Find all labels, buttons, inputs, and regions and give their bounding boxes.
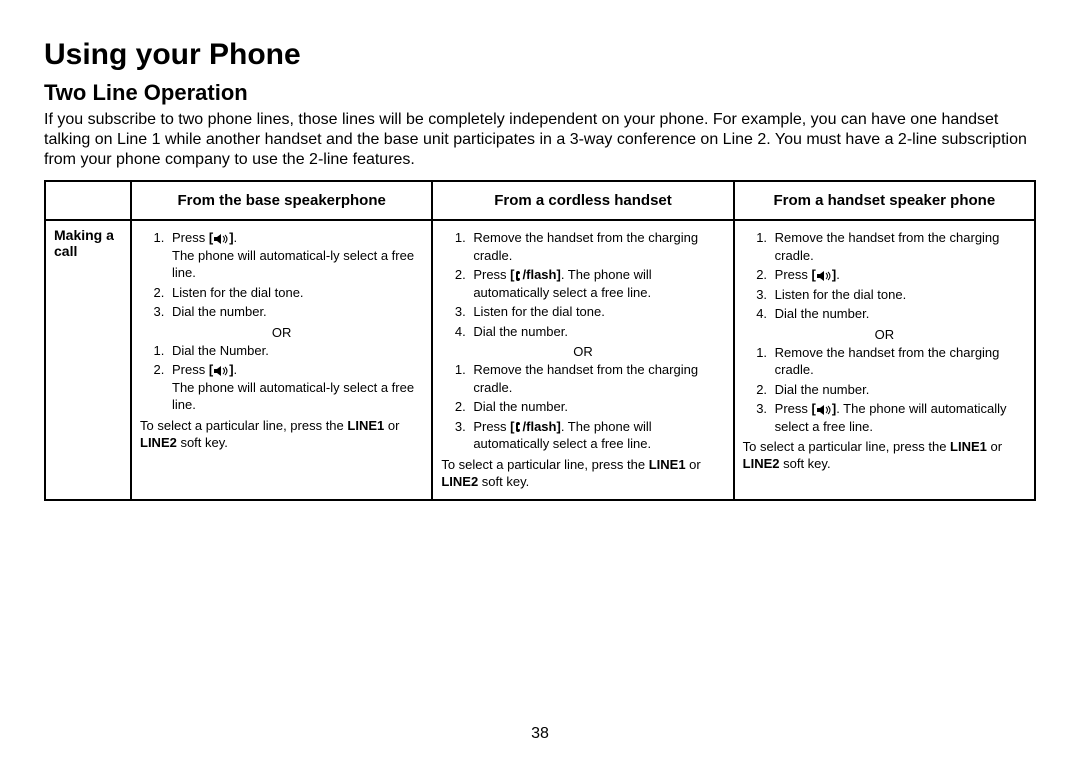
step-item: Dial the number. (771, 305, 1026, 323)
step-text-post: . (234, 362, 238, 377)
step-text-pre: Press (473, 419, 510, 434)
step-item: Listen for the dial tone. (168, 284, 423, 302)
step-item: Listen for the dial tone. (469, 303, 724, 321)
table-header-row: From the base speakerphone From a cordle… (45, 181, 1035, 220)
speaker-icon (816, 405, 832, 415)
step-item: Dial the Number. (168, 342, 423, 360)
steps-list: Remove the handset from the charging cra… (743, 344, 1026, 436)
step-text-post: . (836, 267, 840, 282)
step-text-post: . (234, 230, 238, 245)
note-bold: LINE1 (649, 457, 686, 472)
note-end: soft key. (780, 456, 831, 471)
step-item: Press []. The phone will automatically s… (771, 400, 1026, 435)
cell-handset-speakerphone: Remove the handset from the charging cra… (734, 220, 1035, 500)
footnote: To select a particular line, press the L… (441, 457, 724, 491)
note-bold: LINE1 (950, 439, 987, 454)
step-item: Remove the handset from the charging cra… (469, 229, 724, 264)
step-item: Remove the handset from the charging cra… (771, 344, 1026, 379)
note-pre: To select a particular line, press the (441, 457, 648, 472)
talk-icon (515, 421, 523, 433)
step-item: Press []. (771, 266, 1026, 284)
steps-list: Remove the handset from the charging cra… (441, 361, 724, 453)
speaker-icon (816, 271, 832, 281)
cell-base-speakerphone: Press []. The phone will automatical-ly … (131, 220, 432, 500)
page-title: Using your Phone (44, 38, 1036, 72)
cell-cordless-handset: Remove the handset from the charging cra… (432, 220, 733, 500)
manual-page: Using your Phone Two Line Operation If y… (0, 0, 1080, 759)
row-label: Making a call (45, 220, 131, 500)
or-divider: OR (743, 327, 1026, 342)
steps-list: Remove the handset from the charging cra… (743, 229, 1026, 323)
step-text-pre: Press (775, 401, 812, 416)
step-text-pre: Press (775, 267, 812, 282)
or-divider: OR (441, 344, 724, 359)
step-item: Press [/flash]. The phone will automatic… (469, 266, 724, 301)
table-row: Making a call Press []. The phone will a… (45, 220, 1035, 500)
header-col-2: From a cordless handset (432, 181, 733, 220)
step-item: Dial the number. (469, 323, 724, 341)
note-mid: or (987, 439, 1002, 454)
section-subtitle: Two Line Operation (44, 80, 1036, 106)
steps-list: Press []. The phone will automatical-ly … (140, 229, 423, 321)
note-end: soft key. (177, 435, 228, 450)
step-item: Dial the number. (469, 398, 724, 416)
note-bold2: LINE2 (140, 435, 177, 450)
note-bold2: LINE2 (743, 456, 780, 471)
step-text-tail: The phone will automatical-ly select a f… (172, 248, 414, 281)
header-col-1: From the base speakerphone (131, 181, 432, 220)
footnote: To select a particular line, press the L… (743, 439, 1026, 473)
step-item: Dial the number. (168, 303, 423, 321)
page-number: 38 (0, 725, 1080, 743)
step-text-tail: The phone will automatical-ly select a f… (172, 380, 414, 413)
note-pre: To select a particular line, press the (743, 439, 950, 454)
step-item: Remove the handset from the charging cra… (771, 229, 1026, 264)
header-col-3: From a handset speaker phone (734, 181, 1035, 220)
or-divider: OR (140, 325, 423, 340)
footnote: To select a particular line, press the L… (140, 418, 423, 452)
note-bold2: LINE2 (441, 474, 478, 489)
step-text-pre: Press (172, 230, 209, 245)
step-item: Press [/flash]. The phone will automatic… (469, 418, 724, 453)
step-text-pre: Press (473, 267, 510, 282)
instruction-table: From the base speakerphone From a cordle… (44, 180, 1036, 501)
step-text-pre: Press (172, 362, 209, 377)
talk-icon (515, 270, 523, 282)
note-mid: or (686, 457, 701, 472)
speaker-icon (213, 366, 229, 376)
note-mid: or (384, 418, 399, 433)
steps-list: Remove the handset from the charging cra… (441, 229, 724, 340)
intro-paragraph: If you subscribe to two phone lines, tho… (44, 110, 1036, 170)
steps-list: Dial the Number. Press []. The phone wil… (140, 342, 423, 414)
step-item: Listen for the dial tone. (771, 286, 1026, 304)
step-item: Press []. The phone will automatical-ly … (168, 361, 423, 414)
speaker-icon (213, 234, 229, 244)
note-pre: To select a particular line, press the (140, 418, 347, 433)
note-bold: LINE1 (347, 418, 384, 433)
header-empty (45, 181, 131, 220)
step-item: Dial the number. (771, 381, 1026, 399)
step-item: Press []. The phone will automatical-ly … (168, 229, 423, 282)
step-item: Remove the handset from the charging cra… (469, 361, 724, 396)
note-end: soft key. (478, 474, 529, 489)
